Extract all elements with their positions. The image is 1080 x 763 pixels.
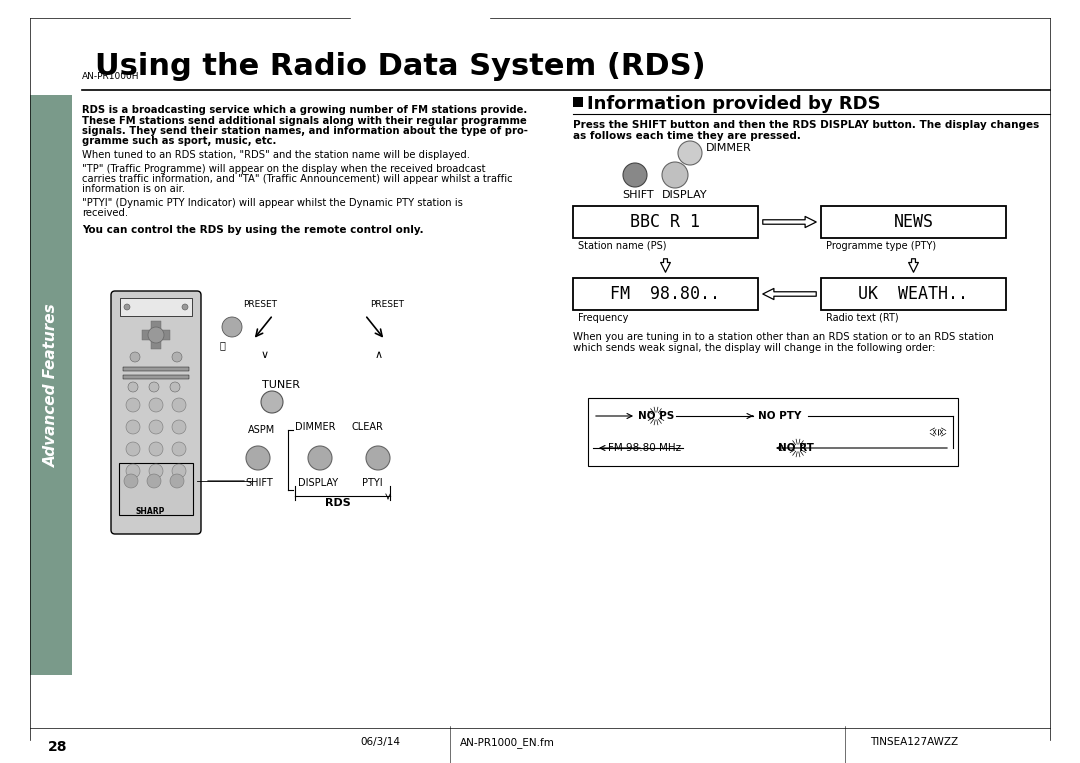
Bar (119, 463, 193, 515)
Text: Frequency: Frequency (578, 313, 629, 323)
Text: ASPM: ASPM (248, 425, 275, 435)
Circle shape (183, 304, 188, 310)
Circle shape (126, 420, 140, 434)
Text: These FM stations send additional signals along with their regular programme: These FM stations send additional signal… (82, 115, 527, 125)
Text: information is on air.: information is on air. (82, 185, 185, 195)
Bar (821, 278, 1005, 310)
Text: Press the SHIFT button and then the RDS DISPLAY button. The display changes: Press the SHIFT button and then the RDS … (573, 120, 1039, 130)
Text: TUNER: TUNER (262, 380, 300, 390)
Text: carries traffic information, and "TA" (Traffic Announcement) will appear whilst : carries traffic information, and "TA" (T… (82, 174, 513, 184)
Circle shape (126, 398, 140, 412)
Text: PTYI: PTYI (362, 478, 382, 488)
Circle shape (124, 474, 138, 488)
Text: 28: 28 (48, 740, 67, 754)
Circle shape (172, 398, 186, 412)
Circle shape (170, 382, 180, 392)
Circle shape (126, 464, 140, 478)
Text: which sends weak signal, the display will change in the following order:: which sends weak signal, the display wil… (573, 343, 935, 353)
Text: NEWS: NEWS (893, 213, 933, 231)
Circle shape (149, 442, 163, 456)
Text: RDS: RDS (325, 498, 351, 508)
Circle shape (222, 317, 242, 337)
Circle shape (366, 446, 390, 470)
Circle shape (170, 474, 184, 488)
Text: received.: received. (82, 208, 129, 218)
Circle shape (149, 398, 163, 412)
Text: SHIFT: SHIFT (245, 478, 273, 488)
Text: AN-PR1000H: AN-PR1000H (82, 72, 139, 81)
Text: You can control the RDS by using the remote control only.: You can control the RDS by using the rem… (82, 225, 423, 235)
Text: DIMMER: DIMMER (295, 422, 336, 432)
Text: AN-PR1000_EN.fm: AN-PR1000_EN.fm (460, 737, 555, 748)
Text: UK  WEATH..: UK WEATH.. (859, 285, 969, 303)
Bar (588, 398, 958, 466)
Text: DISPLAY: DISPLAY (298, 478, 338, 488)
Circle shape (130, 352, 140, 362)
Bar (151, 321, 161, 349)
Text: as follows each time they are pressed.: as follows each time they are pressed. (573, 131, 801, 141)
Text: NO RT: NO RT (778, 443, 814, 453)
Text: Information provided by RDS: Information provided by RDS (588, 95, 880, 113)
Circle shape (149, 382, 159, 392)
Circle shape (172, 352, 183, 362)
Text: PRESET: PRESET (370, 300, 404, 309)
Circle shape (149, 420, 163, 434)
Bar (120, 298, 192, 316)
Text: Radio text (RT): Radio text (RT) (826, 313, 899, 323)
Circle shape (246, 446, 270, 470)
Text: SHIFT: SHIFT (622, 190, 653, 200)
Text: NO PS: NO PS (638, 411, 674, 421)
Text: DISPLAY: DISPLAY (662, 190, 707, 200)
Text: gramme such as sport, music, etc.: gramme such as sport, music, etc. (82, 137, 276, 146)
Text: Programme type (PTY): Programme type (PTY) (826, 241, 936, 251)
Circle shape (662, 162, 688, 188)
Circle shape (172, 464, 186, 478)
Text: PRESET: PRESET (243, 300, 276, 309)
Text: ⏮: ⏮ (219, 340, 225, 350)
Text: RDS is a broadcasting service which a growing number of FM stations provide.: RDS is a broadcasting service which a gr… (82, 105, 527, 115)
Text: ∧: ∧ (375, 350, 383, 360)
Text: FM 98.80 MHz: FM 98.80 MHz (608, 443, 681, 453)
Text: TINSEA127AWZZ: TINSEA127AWZZ (870, 737, 958, 747)
Bar (123, 367, 189, 371)
Text: signals. They send their station names, and information about the type of pro-: signals. They send their station names, … (82, 126, 528, 136)
FancyBboxPatch shape (111, 291, 201, 534)
Text: Using the Radio Data System (RDS): Using the Radio Data System (RDS) (95, 52, 705, 81)
Text: "PTYI" (Dynamic PTY Indicator) will appear whilst the Dynamic PTY station is: "PTYI" (Dynamic PTY Indicator) will appe… (82, 198, 463, 208)
Bar (573, 206, 758, 238)
Text: Station name (PS): Station name (PS) (578, 241, 666, 251)
Text: CLEAR: CLEAR (352, 422, 383, 432)
Text: NO PTY: NO PTY (758, 411, 801, 421)
Text: SHARP: SHARP (135, 507, 164, 516)
Circle shape (124, 304, 130, 310)
Circle shape (147, 474, 161, 488)
Bar (123, 375, 189, 379)
Circle shape (261, 391, 283, 413)
Bar (573, 97, 583, 107)
Text: Advanced Features: Advanced Features (43, 303, 58, 467)
Text: "TP" (Traffic Programme) will appear on the display when the received broadcast: "TP" (Traffic Programme) will appear on … (82, 163, 486, 173)
Bar (821, 206, 1005, 238)
Text: DIMMER: DIMMER (706, 143, 752, 153)
Bar (141, 330, 170, 340)
Text: 06/3/14: 06/3/14 (360, 737, 400, 747)
Circle shape (308, 446, 332, 470)
Text: When you are tuning in to a station other than an RDS station or to an RDS stati: When you are tuning in to a station othe… (573, 332, 994, 342)
Bar (573, 278, 758, 310)
Circle shape (148, 327, 164, 343)
Circle shape (172, 442, 186, 456)
Circle shape (623, 163, 647, 187)
Text: FM  98.80..: FM 98.80.. (610, 285, 720, 303)
Text: BBC R 1: BBC R 1 (631, 213, 701, 231)
Circle shape (126, 442, 140, 456)
Circle shape (678, 141, 702, 165)
Text: ∨: ∨ (261, 350, 269, 360)
Circle shape (172, 420, 186, 434)
Circle shape (149, 464, 163, 478)
Text: When tuned to an RDS station, "RDS" and the station name will be displayed.: When tuned to an RDS station, "RDS" and … (82, 150, 470, 160)
Bar (30, 95, 72, 675)
Circle shape (129, 382, 138, 392)
